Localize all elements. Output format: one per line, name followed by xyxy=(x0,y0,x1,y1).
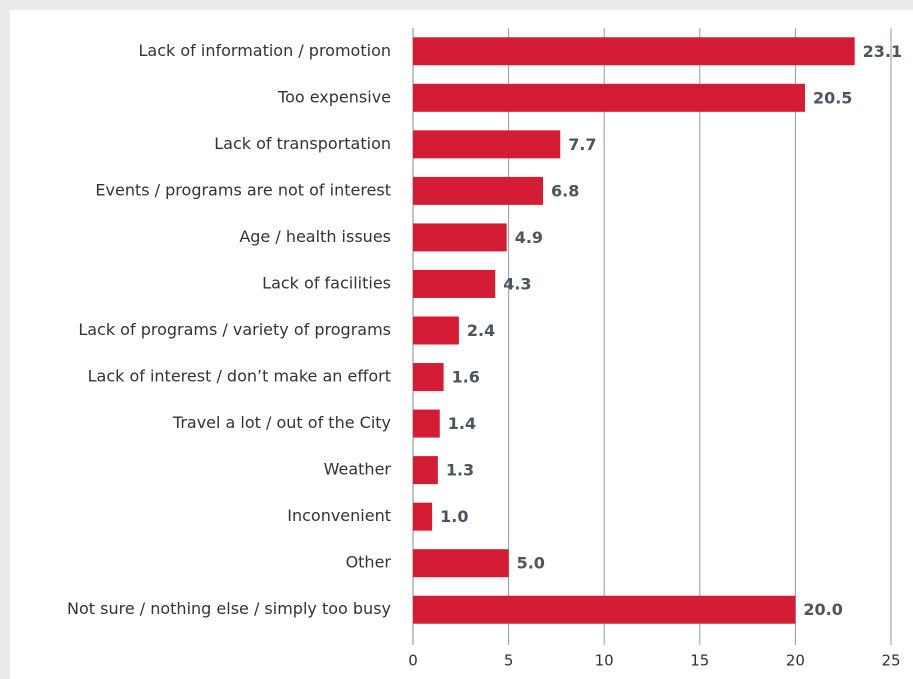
y-tick-label: Lack of interest / don’t make an effort xyxy=(88,367,391,386)
value-label: 1.6 xyxy=(452,368,480,387)
bar xyxy=(413,595,796,624)
value-label: 20.5 xyxy=(813,88,852,107)
value-label: 1.4 xyxy=(448,414,476,433)
y-tick-label: Too expensive xyxy=(277,87,391,106)
bar xyxy=(413,223,507,252)
bar xyxy=(413,456,438,485)
bar xyxy=(413,176,544,205)
value-label: 2.4 xyxy=(467,321,495,340)
x-tick-label: 20 xyxy=(786,652,805,670)
y-tick-label: Lack of transportation xyxy=(214,134,391,153)
y-tick-label: Travel a lot / out of the City xyxy=(172,413,391,432)
bar xyxy=(413,83,805,112)
y-tick-label: Lack of facilities xyxy=(262,273,391,292)
value-label: 4.9 xyxy=(515,228,543,247)
value-label: 5.0 xyxy=(517,554,545,573)
bar xyxy=(413,502,433,531)
value-label: 6.8 xyxy=(551,181,579,200)
x-tick-label: 15 xyxy=(690,652,709,670)
bar xyxy=(413,549,509,578)
bar xyxy=(413,363,444,392)
value-label: 4.3 xyxy=(503,274,531,293)
x-tick-label: 10 xyxy=(595,652,614,670)
value-label: 20.0 xyxy=(803,600,842,619)
y-tick-label: Events / programs are not of interest xyxy=(95,180,391,199)
y-tick-label: Age / health issues xyxy=(239,227,391,246)
bar xyxy=(413,269,496,298)
value-label: 1.3 xyxy=(446,461,474,480)
bar xyxy=(413,316,459,345)
x-tick-label: 0 xyxy=(408,652,418,670)
y-tick-label: Not sure / nothing else / simply too bus… xyxy=(67,599,391,618)
y-tick-label: Weather xyxy=(324,460,392,479)
x-tick-label: 25 xyxy=(881,652,900,670)
y-tick-label: Lack of information / promotion xyxy=(139,41,391,60)
x-tick-label: 5 xyxy=(504,652,514,670)
bar xyxy=(413,409,440,438)
value-label: 23.1 xyxy=(863,42,902,61)
value-label: 7.7 xyxy=(568,135,596,154)
bar xyxy=(413,37,855,66)
value-label: 1.0 xyxy=(440,507,468,526)
y-tick-label: Lack of programs / variety of programs xyxy=(78,320,391,339)
bar xyxy=(413,130,561,159)
y-tick-label: Other xyxy=(346,553,392,572)
y-tick-label: Inconvenient xyxy=(287,506,391,525)
